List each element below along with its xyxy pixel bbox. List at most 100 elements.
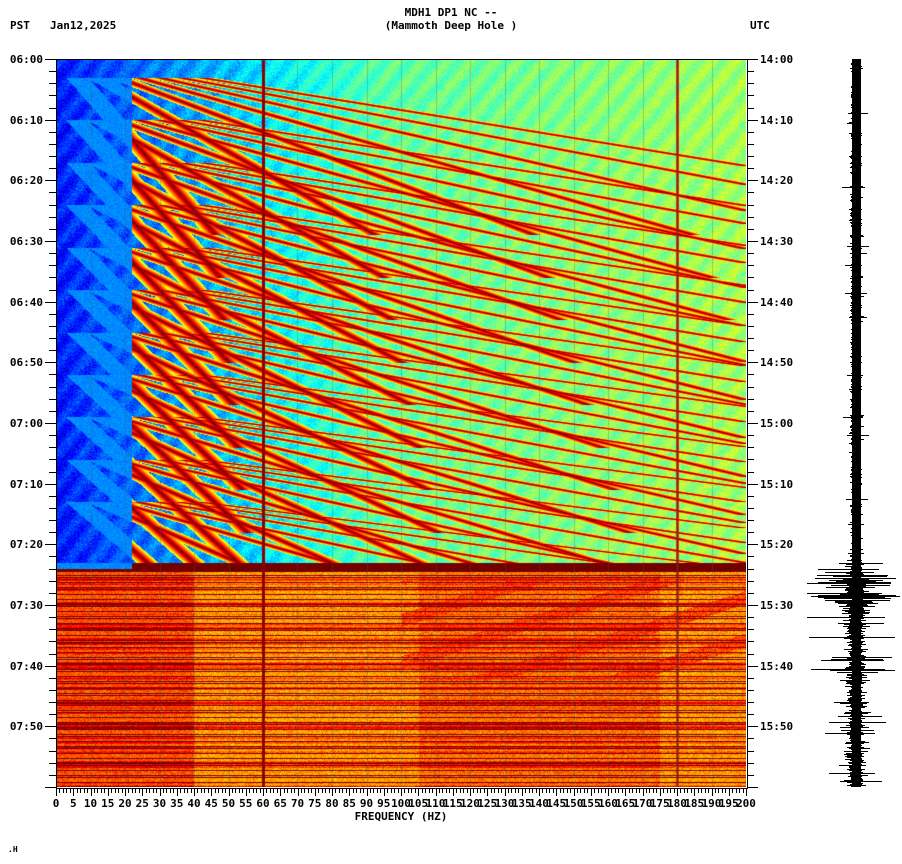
- seismogram-sample: [852, 262, 862, 263]
- seismogram-sample: [851, 387, 862, 388]
- time-tick-minor: [49, 192, 56, 194]
- seismogram-sample: [851, 720, 863, 721]
- seismogram-sample: [852, 269, 861, 270]
- time-tick-minor: [747, 750, 754, 752]
- seismogram-sample: [807, 583, 892, 584]
- time-tick-minor: [49, 204, 56, 206]
- seismogram-sample: [852, 198, 860, 199]
- seismogram-sample: [852, 398, 861, 399]
- time-tick-minor: [747, 107, 754, 109]
- seismogram-sample: [846, 785, 866, 786]
- freq-tick-minor: [242, 788, 244, 793]
- seismogram-sample: [848, 748, 870, 749]
- freq-label: 95: [377, 797, 391, 810]
- spectrogram-plot[interactable]: [56, 59, 746, 787]
- seismogram-sample: [852, 411, 860, 412]
- seismogram-sample: [852, 750, 861, 751]
- seismogram-sample: [850, 775, 868, 776]
- freq-tick-minor: [311, 788, 313, 793]
- seismogram-sample: [849, 664, 867, 665]
- seismogram-sample: [852, 335, 860, 336]
- seismogram-sample: [840, 680, 870, 681]
- freq-tick-minor: [104, 788, 106, 793]
- seismogram-sample: [851, 709, 860, 710]
- freq-tick-minor: [131, 788, 133, 793]
- freq-label: 50: [221, 797, 236, 810]
- freq-tick-minor: [687, 788, 689, 793]
- seismogram-sample: [852, 517, 862, 518]
- time-tick-minor: [49, 702, 56, 704]
- freq-label: 170: [632, 797, 653, 810]
- time-tick-minor: [747, 410, 754, 412]
- seismogram-sample: [850, 736, 861, 737]
- seismogram-sample: [850, 236, 864, 237]
- timezone-left-label: PST: [10, 19, 30, 32]
- time-tick-minor: [747, 83, 754, 85]
- seismogram-sample: [849, 219, 862, 220]
- seismogram-sample: [853, 128, 859, 129]
- seismogram-sample: [850, 196, 860, 197]
- time-label-utc: 15:50: [760, 720, 794, 734]
- seismogram-sample: [818, 582, 892, 583]
- seismogram-sample: [851, 665, 862, 666]
- frequency-axis-label: FREQUENCY (HZ): [354, 810, 448, 823]
- seismogram-sample: [852, 325, 860, 326]
- seismogram-sample: [852, 256, 860, 257]
- seismogram-sample: [851, 559, 862, 560]
- seismogram-sample: [851, 577, 860, 578]
- seismogram-sample: [851, 237, 860, 238]
- seismogram-sample: [852, 367, 859, 368]
- seismogram-sample: [852, 539, 860, 540]
- seismogram-sample: [850, 729, 861, 730]
- seismogram-sample: [846, 123, 861, 124]
- seismogram-sample: [849, 710, 862, 711]
- time-tick-minor: [747, 204, 754, 206]
- seismogram-sample: [852, 190, 861, 191]
- seismogram-sample: [852, 764, 862, 765]
- time-tick-minor: [49, 253, 56, 255]
- time-tick-minor: [49, 313, 56, 315]
- seismogram-sample: [829, 580, 883, 581]
- freq-label: 150: [563, 797, 584, 810]
- time-tick-minor: [49, 374, 56, 376]
- freq-tick-minor: [221, 788, 223, 793]
- seismogram-sample: [853, 120, 862, 121]
- seismogram-sample: [852, 85, 860, 86]
- seismogram-sample: [850, 107, 861, 108]
- seismogram-sample: [846, 732, 863, 733]
- seismogram-sample: [852, 453, 860, 454]
- freq-tick-minor: [525, 788, 527, 793]
- time-label-utc: 15:10: [760, 477, 794, 491]
- seismogram-sample: [850, 429, 862, 430]
- freq-tick-minor: [663, 788, 665, 793]
- seismogram-sample: [851, 277, 863, 278]
- seismogram-sample: [849, 616, 863, 617]
- freq-tick-major: [366, 788, 368, 796]
- seismogram-sample: [839, 781, 883, 782]
- seismogram-sample: [849, 719, 861, 720]
- seismogram-sample: [820, 660, 885, 661]
- seismogram-sample: [851, 366, 860, 367]
- seismogram-sample: [852, 485, 859, 486]
- seismogram-sample: [845, 756, 864, 757]
- freq-tick-minor: [97, 788, 99, 793]
- seismogram-sample: [852, 165, 862, 166]
- seismogram-sample: [852, 332, 860, 333]
- seismogram-sample: [851, 503, 861, 504]
- seismogram-sample: [807, 593, 882, 594]
- seismogram-sample: [851, 614, 864, 615]
- seismogram-sample: [853, 61, 860, 62]
- seismogram-sample: [849, 723, 862, 724]
- seismogram-sample: [824, 598, 892, 599]
- seismogram-sample: [831, 585, 890, 586]
- freq-tick-major: [677, 788, 678, 796]
- seismogram-sample: [852, 132, 860, 133]
- freq-tick-minor: [359, 788, 361, 793]
- seismogram-sample: [853, 299, 860, 300]
- seismogram-sample: [852, 358, 859, 359]
- seismogram-sample: [853, 217, 859, 218]
- seismogram-sample: [849, 243, 861, 244]
- freq-tick-minor: [145, 788, 147, 793]
- seismogram-sample: [852, 363, 862, 364]
- time-tick-major: [45, 180, 56, 182]
